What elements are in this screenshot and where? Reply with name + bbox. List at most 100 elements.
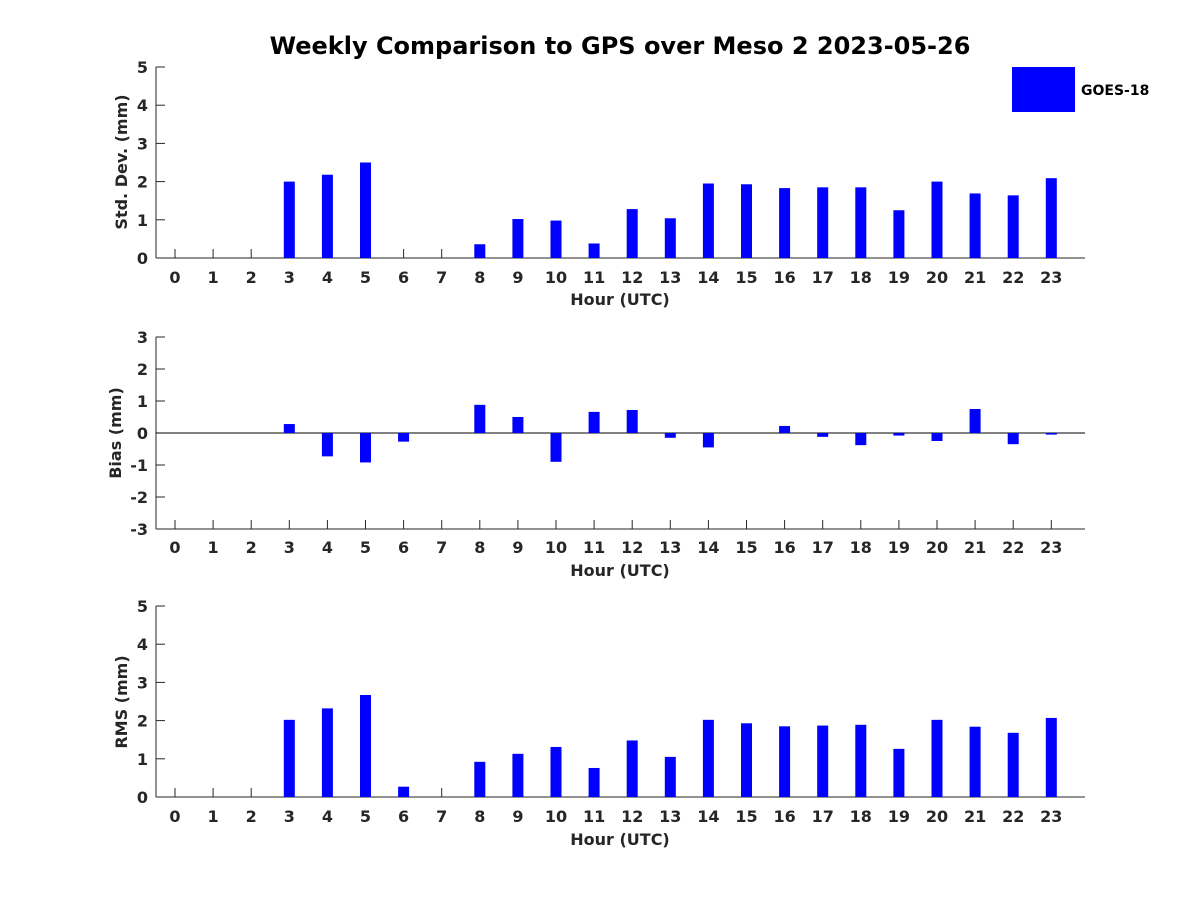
bias-xtick-label-15: 15 [735, 538, 757, 557]
std-bar-hour-12 [626, 209, 638, 258]
rms-bar-hour-21 [969, 726, 981, 797]
std-bar-hour-14 [702, 183, 714, 258]
std-bar-hour-17 [817, 187, 829, 258]
std-xtick-label-13: 13 [659, 268, 681, 287]
bias-bar-hour-11 [588, 411, 600, 433]
rms-xtick-label-8: 8 [474, 807, 485, 826]
std-ytick-label-5: 5 [137, 58, 148, 77]
ylabel-rms: RMS (mm) [112, 655, 131, 748]
std-bar-hour-16 [779, 188, 791, 258]
std-bar-hour-4 [321, 174, 333, 258]
bias-xtick-label-0: 0 [169, 538, 180, 557]
bias-xtick-label-16: 16 [773, 538, 795, 557]
bias-bar-hour-19 [893, 433, 905, 436]
rms-xtick-label-1: 1 [208, 807, 219, 826]
rms-bar-hour-19 [893, 748, 905, 797]
rms-bar-hour-4 [321, 708, 333, 797]
bias-xtick-label-3: 3 [284, 538, 295, 557]
bias-bar-hour-13 [664, 433, 676, 438]
std-bar-hour-8 [474, 244, 486, 258]
bias-bar-hour-6 [398, 433, 410, 442]
bias-xtick-label-9: 9 [512, 538, 523, 557]
std-bar-hour-20 [931, 181, 943, 258]
std-xtick-label-14: 14 [697, 268, 719, 287]
rms-xtick-label-14: 14 [697, 807, 719, 826]
rms-xtick-label-17: 17 [812, 807, 834, 826]
std-bar-hour-21 [969, 193, 981, 258]
std-xtick-label-7: 7 [436, 268, 447, 287]
legend-swatch [1012, 67, 1075, 112]
rms-xtick-label-22: 22 [1002, 807, 1024, 826]
xlabel-bias: Hour (UTC) [570, 561, 670, 580]
bias-xtick-label-7: 7 [436, 538, 447, 557]
bias-bar-hour-22 [1007, 433, 1019, 445]
rms-ytick-label-1: 1 [137, 750, 148, 769]
bias-ytick-label-1: -2 [130, 488, 148, 507]
rms-bar-hour-10 [550, 746, 562, 797]
bias-xtick-label-23: 23 [1040, 538, 1062, 557]
bias-ytick-label-0: -3 [130, 520, 148, 539]
bias-bar-hour-8 [474, 404, 486, 433]
rms-ytick-label-3: 3 [137, 673, 148, 692]
bias-bar-hour-16 [779, 425, 791, 433]
rms-bar-hour-15 [741, 723, 752, 797]
rms-bar-hour-6 [398, 786, 410, 797]
rms-ytick-label-5: 5 [137, 597, 148, 616]
xlabel-rms: Hour (UTC) [570, 830, 670, 849]
std-ytick-label-0: 0 [137, 249, 148, 268]
rms-xtick-label-23: 23 [1040, 807, 1062, 826]
rms-bar-hour-18 [855, 724, 867, 797]
std-bar-hour-13 [664, 218, 676, 258]
bias-ytick-label-2: -1 [130, 456, 148, 475]
rms-bar-hour-17 [817, 725, 829, 797]
bias-xtick-label-6: 6 [398, 538, 409, 557]
rms-bar-hour-9 [512, 753, 524, 797]
bias-xtick-label-1: 1 [208, 538, 219, 557]
std-bar-hour-9 [512, 219, 524, 258]
bias-xtick-label-10: 10 [545, 538, 567, 557]
bias-bar-hour-14 [702, 433, 714, 448]
rms-ytick-label-0: 0 [137, 788, 148, 807]
std-xtick-label-0: 0 [169, 268, 180, 287]
bias-xtick-label-12: 12 [621, 538, 643, 557]
bias-ytick-label-6: 3 [137, 328, 148, 347]
rms-xtick-label-15: 15 [735, 807, 757, 826]
bias-ytick-label-5: 2 [137, 360, 148, 379]
std-bar-hour-19 [893, 210, 905, 258]
bias-xtick-label-21: 21 [964, 538, 986, 557]
std-xtick-label-22: 22 [1002, 268, 1024, 287]
rms-bar-hour-16 [779, 726, 791, 797]
bias-xtick-label-4: 4 [322, 538, 333, 557]
rms-xtick-label-7: 7 [436, 807, 447, 826]
bias-ytick-label-4: 1 [137, 392, 148, 411]
rms-bar-hour-8 [474, 761, 486, 797]
std-xtick-label-11: 11 [583, 268, 605, 287]
bias-xtick-label-11: 11 [583, 538, 605, 557]
bias-bar-hour-9 [512, 417, 524, 433]
bias-bar-hour-17 [817, 433, 829, 437]
bias-xtick-label-5: 5 [360, 538, 371, 557]
std-ytick-label-1: 1 [137, 211, 148, 230]
rms-xtick-label-11: 11 [583, 807, 605, 826]
rms-bar-hour-20 [931, 719, 943, 797]
rms-xtick-label-12: 12 [621, 807, 643, 826]
std-bar-hour-23 [1045, 178, 1057, 258]
std-xtick-label-2: 2 [246, 268, 257, 287]
rms-bar-hour-11 [588, 767, 600, 797]
rms-xtick-label-13: 13 [659, 807, 681, 826]
std-xtick-label-10: 10 [545, 268, 567, 287]
rms-xtick-label-16: 16 [773, 807, 795, 826]
std-xtick-label-19: 19 [888, 268, 910, 287]
std-bar-hour-18 [855, 187, 867, 258]
bias-xtick-label-17: 17 [812, 538, 834, 557]
rms-xtick-label-4: 4 [322, 807, 333, 826]
rms-bar-hour-3 [283, 719, 295, 797]
std-ytick-label-4: 4 [137, 96, 148, 115]
bias-bar-hour-4 [321, 433, 333, 457]
std-xtick-label-15: 15 [735, 268, 757, 287]
rms-xtick-label-10: 10 [545, 807, 567, 826]
